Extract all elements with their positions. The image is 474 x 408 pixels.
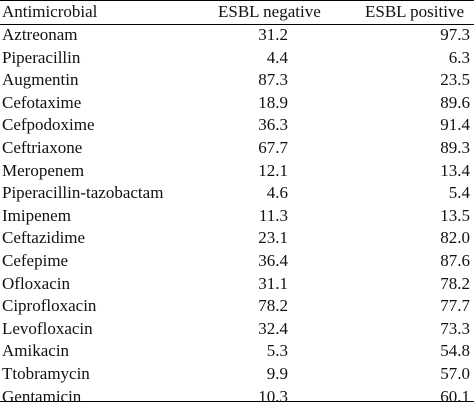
table-row: Aztreonam 31.2 97.3 [0,24,474,47]
cell-esbl-positive: 57.0 [440,363,470,385]
cell-antimicrobial: Ceftazidime [2,227,85,249]
cell-esbl-positive: 13.4 [440,160,470,182]
cell-esbl-negative: 36.3 [258,114,288,136]
cell-esbl-negative: 18.9 [258,92,288,114]
cell-antimicrobial: Cefepime [2,250,68,272]
table-row: Ttobramycin 9.9 57.0 [0,363,474,386]
cell-antimicrobial: Ofloxacin [2,273,70,295]
table-row: Ciprofloxacin 78.2 77.7 [0,295,474,318]
header-antimicrobial: Antimicrobial [2,1,97,23]
cell-antimicrobial: Meropenem [2,160,84,182]
cell-antimicrobial: Piperacillin-tazobactam [2,182,163,204]
cell-antimicrobial: Cefpodoxime [2,114,95,136]
table-row: Levofloxacin 32.4 73.3 [0,318,474,341]
table-row: Ceftazidime 23.1 82.0 [0,227,474,250]
header-esbl-positive: ESBL positive [365,1,464,23]
cell-antimicrobial: Imipenem [2,205,71,227]
table-row: Amikacin 5.3 54.8 [0,340,474,363]
cell-antimicrobial: Cefotaxime [2,92,81,114]
cell-esbl-negative: 31.1 [258,273,288,295]
table-row: Ceftriaxone 67.7 89.3 [0,137,474,160]
table-row: Imipenem 11.3 13.5 [0,205,474,228]
table-row: Cefpodoxime 36.3 91.4 [0,114,474,137]
cell-esbl-positive: 87.6 [440,250,470,272]
cell-esbl-positive: 13.5 [440,205,470,227]
cell-esbl-positive: 97.3 [440,24,470,46]
cell-antimicrobial: Amikacin [2,340,69,362]
cell-esbl-negative: 4.6 [267,182,288,204]
table-row: Piperacillin-tazobactam 4.6 5.4 [0,182,474,205]
cell-esbl-negative: 5.3 [267,340,288,362]
table-row: Piperacillin 4.4 6.3 [0,47,474,70]
cell-esbl-positive: 78.2 [440,273,470,295]
cell-esbl-negative: 31.2 [258,24,288,46]
cell-antimicrobial: Augmentin [2,69,79,91]
table-row: Cefepime 36.4 87.6 [0,250,474,273]
cell-esbl-positive: 54.8 [440,340,470,362]
cell-esbl-positive: 60.1 [440,386,470,408]
cell-esbl-positive: 6.3 [449,47,470,69]
cell-esbl-negative: 87.3 [258,69,288,91]
cell-esbl-negative: 9.9 [267,363,288,385]
cell-antimicrobial: Ciprofloxacin [2,295,96,317]
cell-antimicrobial: Ceftriaxone [2,137,82,159]
cell-antimicrobial: Ttobramycin [2,363,90,385]
cell-esbl-negative: 32.4 [258,318,288,340]
cell-antimicrobial: Gentamicin [2,386,81,408]
table-row: Augmentin 87.3 23.5 [0,69,474,92]
cell-antimicrobial: Aztreonam [2,24,78,46]
cell-esbl-negative: 78.2 [258,295,288,317]
cell-antimicrobial: Piperacillin [2,47,80,69]
cell-esbl-negative: 4.4 [267,47,288,69]
bottom-rule [0,401,474,402]
cell-esbl-positive: 89.3 [440,137,470,159]
cell-esbl-negative: 10.3 [258,386,288,408]
cell-esbl-positive: 91.4 [440,114,470,136]
cell-esbl-positive: 5.4 [449,182,470,204]
table-row: Ofloxacin 31.1 78.2 [0,273,474,296]
cell-esbl-negative: 11.3 [259,205,288,227]
cell-esbl-negative: 67.7 [258,137,288,159]
table-row: Gentamicin 10.3 60.1 [0,386,474,408]
table-row: Cefotaxime 18.9 89.6 [0,92,474,115]
table-row: Meropenem 12.1 13.4 [0,160,474,183]
cell-esbl-positive: 23.5 [440,69,470,91]
cell-esbl-negative: 36.4 [258,250,288,272]
cell-esbl-positive: 73.3 [440,318,470,340]
cell-esbl-positive: 89.6 [440,92,470,114]
cell-esbl-negative: 23.1 [258,227,288,249]
cell-esbl-positive: 77.7 [440,295,470,317]
table-header: Antimicrobial ESBL negative ESBL positiv… [0,0,474,24]
cell-antimicrobial: Levofloxacin [2,318,93,340]
cell-esbl-negative: 12.1 [258,160,288,182]
cell-esbl-positive: 82.0 [440,227,470,249]
header-esbl-negative: ESBL negative [218,1,321,23]
